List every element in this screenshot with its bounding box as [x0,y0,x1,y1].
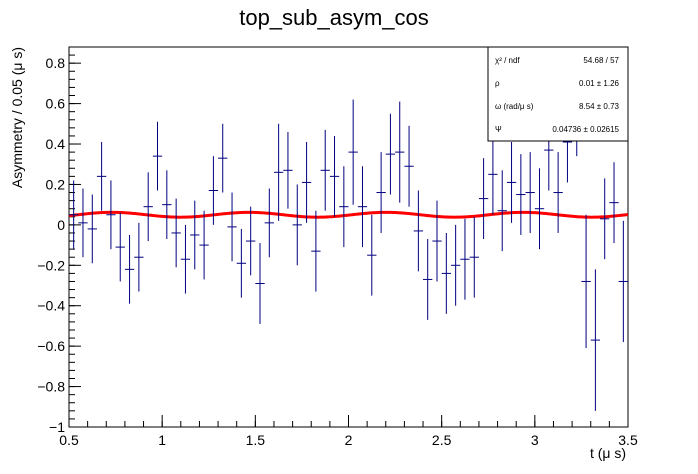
y-axis-title: Asymmetry / 0.05 (μ s) [9,47,25,188]
fit-curve-line [68,210,629,219]
x-tick-label: 1.5 [246,432,266,448]
data-point [413,190,424,272]
data-point [246,206,256,276]
data-point [292,184,302,266]
data-point [273,123,284,221]
data-point [423,239,433,320]
data-point [609,162,619,244]
data-point [469,216,479,298]
data-point [367,214,377,296]
y-tick-label: 0.8 [46,55,66,71]
data-point [152,121,163,191]
y-tick-label: 0 [57,217,65,233]
data-point [311,210,321,292]
x-tick-label: 3 [531,432,539,448]
y-tick-label: −0.8 [37,379,65,395]
data-point [190,200,200,270]
data-point [69,180,79,250]
data-point [497,170,507,252]
data-point [106,180,116,250]
data-point [385,113,396,195]
data-point [525,152,535,233]
data-point [208,156,219,225]
data-point [348,99,358,205]
x-tick-label: 3.5 [618,432,638,448]
stats-box: χ² / ndf 54.68 / 57 ρ 0.01 ± 1.26 ω (rad… [487,46,629,142]
data-point [255,243,265,324]
x-tick-label: 1 [158,432,166,448]
stat-label-rho: ρ [495,79,500,88]
data-point [87,194,97,264]
y-tick-label: −0.2 [37,257,65,273]
data-point [180,224,191,294]
chart-title: top_sub_asym_cos [239,5,429,30]
data-point [236,228,247,298]
data-point [534,168,545,250]
x-axis-title: t (μ s) [590,445,626,461]
data-point [283,131,293,209]
data-point [143,172,153,242]
stat-value-chi2: 54.68 / 57 [583,56,619,65]
data-point [441,232,451,314]
data-point [488,133,498,215]
data-point [171,198,181,268]
data-point [301,142,312,223]
x-tick-label: 2.5 [432,432,452,448]
data-point [78,188,88,258]
y-tick-label: −0.6 [37,338,65,354]
stat-label-omega: ω (rad/μ s) [495,102,534,111]
data-point [218,123,228,193]
data-point [96,142,107,211]
data-point [460,218,470,300]
data-point [376,152,386,233]
data-point [450,224,461,306]
data-point [600,178,610,260]
data-point [516,154,526,235]
fit-curve [68,210,629,219]
y-tick-label: −1 [49,419,65,435]
data-point [590,269,601,411]
data-point [618,220,628,343]
data-point [432,200,442,282]
axes: −1 −0.8 −0.6 −0.4 −0.2 0 0.2 0.4 0.6 0.8 0.5 1 1.5 2 2… [37,46,638,448]
data-point [199,210,209,280]
data-point [404,125,414,207]
data-point [162,170,172,240]
data-point [134,222,144,292]
stat-value-omega: 8.54 ± 0.73 [579,102,620,111]
y-tick-label: 0.2 [46,176,66,192]
y-tick-label: 0.4 [46,136,66,152]
stat-value-rho: 0.01 ± 1.26 [579,79,620,88]
y-tick-label: 0.6 [46,96,66,112]
data-point [395,101,405,203]
data-point [478,158,489,240]
data-point [264,188,274,258]
data-point [357,166,368,248]
stat-label-chi2: χ² / ndf [495,56,520,65]
x-tick-label: 0.5 [59,432,79,448]
data-point [553,152,563,233]
data-point [506,142,517,223]
data-point [581,214,591,349]
data-point [320,129,330,211]
data-point [339,166,349,248]
stat-label-psi: Ψ [495,125,502,134]
stat-value-psi: 0.04736 ± 0.02615 [552,125,619,134]
data-point [124,234,135,304]
stats-box-frame [487,46,629,142]
x-tick-label: 2 [345,432,353,448]
data-point [329,135,340,217]
data-point [227,192,237,262]
data-points [69,75,628,411]
data-point [115,212,125,282]
y-tick-label: −0.4 [37,298,65,314]
